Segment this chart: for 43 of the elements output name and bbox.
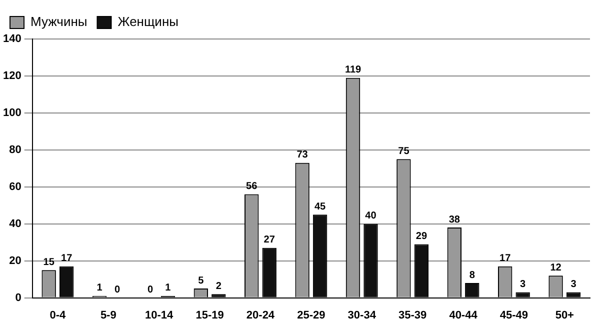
y-tick-label: 0 — [15, 292, 22, 304]
y-tick-label: 140 — [2, 33, 22, 46]
x-tick-label: 40-44 — [449, 309, 478, 322]
data-label: 17 — [61, 253, 73, 264]
y-tick-label: 80 — [9, 144, 22, 156]
data-label: 29 — [416, 230, 428, 242]
data-label: 1 — [165, 282, 172, 294]
data-label: 3 — [520, 279, 526, 290]
x-tick-label: 35-39 — [398, 309, 427, 322]
y-tick-label: 120 — [2, 70, 22, 82]
data-label: 119 — [344, 64, 362, 76]
data-label: 27 — [264, 234, 276, 246]
y-tick-label: 60 — [9, 180, 22, 193]
data-label: 15 — [43, 256, 55, 268]
data-label: 12 — [550, 262, 562, 274]
x-tick-label: 45-49 — [500, 309, 528, 322]
data-label: 0 — [147, 284, 154, 296]
legend-label: Мужчины — [30, 14, 88, 30]
y-tick-label: 40 — [9, 218, 22, 230]
legend-label: Женщины — [118, 14, 178, 30]
y-tick-label: 100 — [2, 106, 22, 119]
x-tick-label: 10-14 — [145, 309, 174, 322]
data-label: 38 — [448, 214, 460, 226]
x-tick-label: 0-4 — [50, 309, 67, 322]
x-tick-label: 50+ — [555, 309, 574, 322]
data-label: 1 — [96, 282, 103, 294]
data-label: 17 — [500, 253, 512, 264]
x-tick-label: 5-9 — [100, 309, 116, 322]
x-tick-label: 30-34 — [348, 309, 377, 322]
data-label: 45 — [314, 201, 326, 212]
x-tick-label: 20-24 — [246, 309, 276, 322]
data-label: 75 — [398, 146, 410, 157]
data-label: 56 — [246, 181, 258, 192]
data-label: 73 — [296, 150, 308, 161]
data-label: 5 — [198, 275, 204, 286]
x-tick-label: 15-19 — [196, 309, 224, 322]
y-tick-label: 20 — [9, 254, 22, 267]
data-label: 8 — [469, 270, 476, 281]
data-label: 40 — [365, 210, 377, 222]
data-label: 0 — [114, 284, 120, 296]
data-label: 2 — [216, 280, 222, 292]
x-tick-label: 25-29 — [297, 309, 326, 322]
data-label: 3 — [570, 279, 577, 290]
